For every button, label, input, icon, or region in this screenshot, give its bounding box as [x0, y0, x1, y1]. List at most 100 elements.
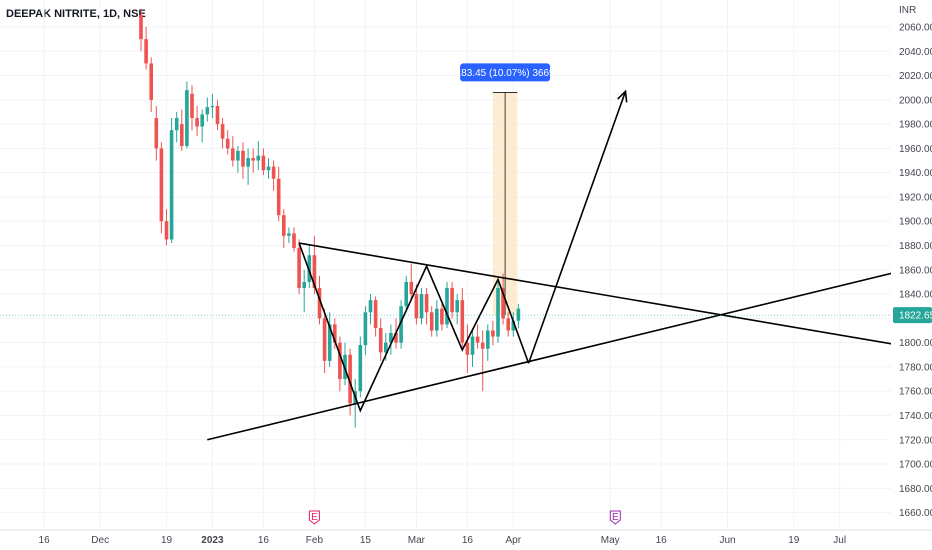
candle-body	[384, 342, 388, 353]
candle-body	[256, 155, 261, 161]
candle-body	[445, 288, 449, 325]
trendline[interactable]	[207, 269, 907, 441]
candle-body	[180, 124, 184, 146]
candle-body	[475, 336, 480, 343]
projection-arrow-line[interactable]	[527, 91, 627, 364]
candle-body	[307, 255, 312, 282]
candle-body	[429, 312, 434, 331]
candle-body	[496, 288, 500, 337]
candle-body	[159, 148, 164, 222]
zigzag-pattern-line[interactable]	[298, 242, 530, 413]
trendline[interactable]	[298, 242, 907, 348]
candle-body	[200, 114, 204, 127]
candle-body	[378, 328, 383, 353]
candle-body	[460, 300, 465, 343]
measure-label[interactable]: 183.45 (10.07%) 3669	[456, 63, 555, 82]
price-tick-label: 1760.00	[899, 387, 932, 398]
time-tick-label: 16	[39, 535, 51, 546]
trend-drawings[interactable]: 183.45 (10.07%) 3669	[0, 63, 907, 441]
candle-body	[205, 107, 210, 115]
candle-body	[292, 233, 296, 248]
earnings-marker-label: E	[612, 512, 619, 523]
price-tick-label: 2000.00	[899, 95, 932, 106]
candle-body	[169, 130, 174, 240]
earnings-marker[interactable]: E	[308, 510, 320, 525]
candle-body	[399, 306, 403, 343]
time-tick-label: Feb	[306, 535, 324, 546]
candle-body	[246, 158, 250, 167]
earnings-marker[interactable]: E	[609, 510, 621, 525]
grid-lines	[0, 0, 891, 530]
price-tick-label: 1700.00	[899, 460, 932, 471]
candle-body	[139, 14, 143, 40]
candle-body	[302, 281, 306, 289]
candle-body	[174, 118, 179, 131]
candle-body	[144, 39, 148, 64]
candle-body	[486, 330, 490, 349]
candle-body	[241, 150, 245, 167]
price-tick-label: 1660.00	[899, 508, 932, 519]
time-tick-label: 19	[788, 535, 800, 546]
candle-body	[414, 294, 419, 319]
candle-body	[506, 318, 510, 331]
candle-body	[261, 155, 266, 171]
time-tick-label: Apr	[506, 535, 522, 546]
candle-body	[312, 255, 317, 289]
candle-body	[190, 93, 194, 119]
earnings-marker-shape	[609, 510, 621, 525]
time-tick-label: 16	[258, 535, 270, 546]
candle-body	[358, 345, 363, 392]
candle-body	[164, 221, 169, 240]
candle-body	[491, 330, 495, 337]
time-tick-label: 16	[656, 535, 668, 546]
time-axis[interactable]: 16 Dec 19 2023 16 Feb 15 Mar 16 Apr May 16 Jun 19 Jul	[0, 529, 932, 546]
price-tick-label: 1940.00	[899, 168, 932, 179]
candle-body	[149, 63, 153, 100]
candle-body	[271, 166, 276, 179]
price-tick-label: 1960.00	[899, 144, 932, 155]
candle-body	[440, 308, 444, 325]
candle-body	[225, 138, 230, 149]
projection-arrow-head	[617, 89, 628, 103]
price-tick-label: 1980.00	[899, 120, 932, 131]
candle-body	[516, 308, 521, 321]
candle-body	[404, 281, 408, 307]
candle-body	[338, 342, 342, 380]
price-tick-label: 2020.00	[899, 71, 932, 82]
time-tick-label: Mar	[408, 535, 426, 546]
price-tick-label: 1680.00	[899, 484, 932, 495]
candle-body	[435, 308, 439, 331]
candle-body	[231, 148, 235, 161]
candle-body	[185, 90, 189, 146]
measure-label-bg	[460, 63, 551, 82]
candle-body	[480, 342, 485, 349]
earnings-marker-label: E	[311, 512, 318, 523]
chart-title: DEEPAK NITRITE, 1D, NSE	[6, 8, 146, 20]
candle-body	[287, 233, 291, 236]
price-tick-label: 2040.00	[899, 47, 932, 58]
price-tick-label: 1780.00	[899, 362, 932, 373]
candle-body	[333, 324, 337, 343]
candle-body	[322, 318, 327, 361]
last-price-text: 1822.65	[899, 311, 932, 322]
candle-body	[419, 294, 424, 319]
candle-body	[317, 288, 322, 319]
candle-body	[363, 312, 368, 346]
time-tick-label: Jul	[833, 535, 846, 546]
price-tick-label: 1740.00	[899, 411, 932, 422]
price-tick-label: 1880.00	[899, 241, 932, 252]
candle-body	[154, 118, 159, 149]
price-tick-label: 1900.00	[899, 217, 932, 228]
candle-body	[210, 105, 215, 108]
candle-body	[236, 150, 240, 161]
candle-body	[394, 332, 398, 343]
candle-body	[195, 118, 199, 127]
last-price-badge[interactable]	[893, 307, 932, 324]
candle-body	[348, 354, 352, 404]
currency-label: INR	[899, 5, 916, 16]
candle-body	[450, 288, 454, 313]
price-axis[interactable]: INR 1660.00 1680.00 1700.00 1720.00 1740.00 17…	[891, 0, 932, 530]
time-tick-label: 15	[360, 535, 372, 546]
time-tick-label: May	[601, 535, 620, 546]
